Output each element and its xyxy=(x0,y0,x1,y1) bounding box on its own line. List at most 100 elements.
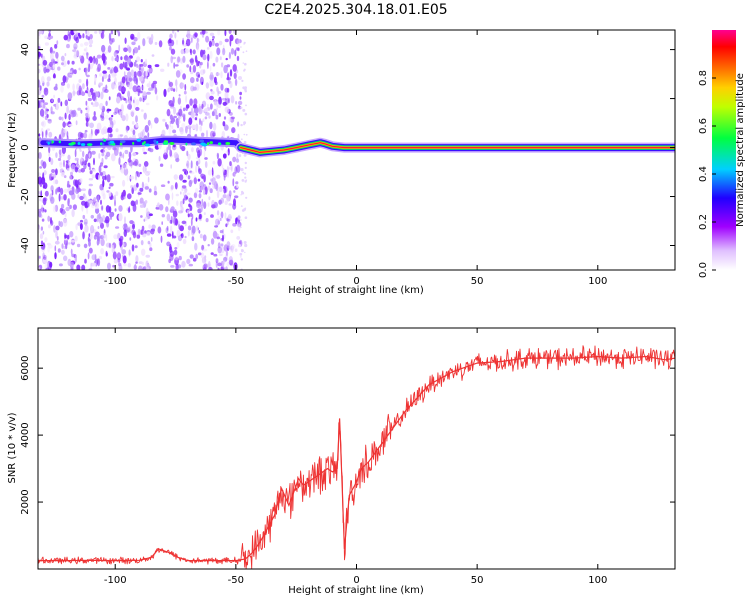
noise-dot xyxy=(198,159,201,165)
noise-dot xyxy=(170,164,172,169)
noise-dot xyxy=(92,115,97,121)
noise-dot xyxy=(135,106,140,111)
noise-dot xyxy=(100,91,104,100)
noise-dot xyxy=(242,51,245,54)
noise-dot xyxy=(63,194,67,201)
noise-dot xyxy=(212,35,215,39)
noise-dot xyxy=(184,48,189,54)
noise-dot xyxy=(116,252,122,261)
noise-dot xyxy=(192,65,197,73)
noise-dot xyxy=(62,255,68,262)
noise-dot xyxy=(59,153,62,159)
noise-dot xyxy=(242,86,246,90)
noise-dot xyxy=(142,129,145,138)
noise-dot xyxy=(66,105,69,115)
noise-dot xyxy=(173,174,178,180)
noise-dot xyxy=(144,200,148,204)
noise-dot xyxy=(51,50,56,54)
snr-y-label: SNR (10 * v/v) xyxy=(7,412,18,483)
noise-dot xyxy=(142,97,145,103)
noise-dot xyxy=(42,230,45,235)
noise-dot xyxy=(136,182,139,188)
noise-dot xyxy=(219,217,222,222)
noise-dot xyxy=(64,53,67,57)
noise-dot xyxy=(139,75,144,82)
noise-dot xyxy=(93,157,95,166)
noise-dot xyxy=(115,191,119,197)
noise-dot xyxy=(136,88,141,93)
spectrogram-panel: -100 -50 0 50 100 -40 -20 0 20 40 Height of stra… xyxy=(7,29,676,296)
noise-dot xyxy=(115,128,119,133)
noise-dot xyxy=(101,205,103,211)
noise-dot xyxy=(143,70,146,79)
noise-dot xyxy=(169,120,173,125)
noise-dot xyxy=(100,248,104,255)
noise-dot xyxy=(196,225,199,232)
noise-dot xyxy=(203,149,206,158)
noise-dot xyxy=(117,30,119,35)
noise-dot xyxy=(171,56,177,60)
noise-dot xyxy=(95,231,100,237)
noise-dot xyxy=(189,254,194,259)
noise-dot xyxy=(120,113,123,118)
noise-dot xyxy=(69,70,72,74)
noise-dot xyxy=(119,63,124,70)
noise-dot xyxy=(191,213,194,220)
noise-dot xyxy=(66,183,69,188)
noise-dot xyxy=(204,255,207,263)
noise-dot xyxy=(143,161,149,167)
noise-dot xyxy=(215,72,220,76)
x-tick-label: 50 xyxy=(471,575,484,586)
noise-dot xyxy=(222,234,224,242)
noise-dot xyxy=(196,37,199,43)
noise-dot xyxy=(112,251,117,260)
noise-dot xyxy=(75,33,78,38)
noise-dot xyxy=(145,102,150,106)
noise-dot xyxy=(173,107,176,115)
noise-dot xyxy=(187,230,190,237)
noise-dot xyxy=(85,52,89,56)
noise-dot xyxy=(87,252,90,260)
noise-dot xyxy=(244,251,246,254)
noise-dot xyxy=(244,176,247,179)
noise-dot xyxy=(190,160,193,169)
noise-dot xyxy=(90,262,93,270)
noise-dot xyxy=(139,171,142,175)
noise-dot xyxy=(79,149,82,153)
noise-dot xyxy=(123,223,128,232)
noise-dot xyxy=(100,199,102,205)
noise-dot xyxy=(202,248,208,252)
noise-dot xyxy=(87,162,91,167)
noise-dot xyxy=(145,71,148,77)
noise-dot xyxy=(220,62,224,68)
noise-dot xyxy=(70,240,76,243)
noise-dot xyxy=(148,81,151,85)
noise-dot xyxy=(181,113,186,118)
noise-dot xyxy=(67,242,71,245)
ridge-spot xyxy=(162,141,169,145)
noise-dot xyxy=(177,56,181,63)
noise-dot xyxy=(84,195,88,204)
noise-dot xyxy=(43,170,47,176)
noise-dot xyxy=(203,201,207,210)
noise-dot xyxy=(192,49,196,55)
noise-dot xyxy=(208,196,211,201)
noise-dot xyxy=(242,109,244,111)
noise-dot xyxy=(170,48,176,55)
x-tick-label: 0 xyxy=(353,575,359,586)
ridge-spot xyxy=(119,142,123,146)
noise-dot xyxy=(229,81,233,89)
noise-dot xyxy=(126,174,129,182)
noise-dot xyxy=(175,193,179,197)
noise-dot xyxy=(86,74,90,78)
noise-dot xyxy=(123,47,128,53)
noise-dot xyxy=(216,210,220,216)
noise-dot xyxy=(99,162,103,167)
noise-dot xyxy=(74,157,79,161)
noise-dot xyxy=(199,118,201,126)
noise-dot xyxy=(128,81,133,90)
noise-dot xyxy=(135,199,138,205)
noise-dot xyxy=(61,62,64,66)
noise-dot xyxy=(226,241,231,249)
noise-dot xyxy=(132,76,138,82)
